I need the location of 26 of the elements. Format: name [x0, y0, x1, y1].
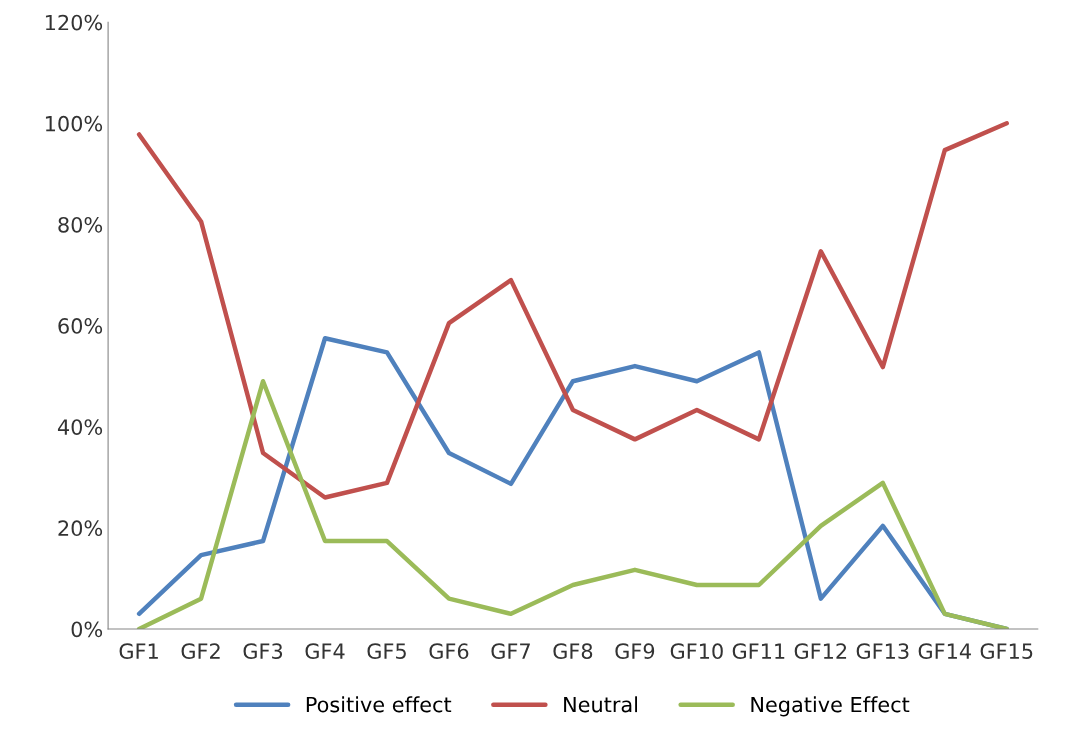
x-tick-label: GF1	[119, 643, 158, 660]
x-tick-label: GF3	[243, 643, 283, 660]
x-tick-label: GF15	[980, 643, 1033, 660]
legend-label: Negative Effect	[751, 696, 910, 717]
x-tick-label: GF8	[553, 643, 593, 660]
x-tick-label: GF6	[429, 643, 469, 660]
x-tick-label: GF11	[732, 643, 785, 660]
x-tick-label: GF12	[794, 643, 847, 660]
y-tick-label: 0%	[71, 621, 103, 638]
x-tick-label: GF4	[305, 643, 345, 660]
x-tick-label: GF13	[856, 643, 909, 660]
y-tick-label: 80%	[58, 216, 103, 233]
line-series	[136, 121, 1009, 500]
x-tick-label: GF5	[367, 643, 406, 660]
legend-label: Positive effect	[306, 696, 452, 713]
x-tick-label: GF7	[491, 643, 530, 660]
x-tick-label: GF14	[918, 643, 971, 660]
x-tick-label: GF10	[670, 643, 723, 660]
x-tick-label: GF9	[615, 643, 655, 660]
x-tick-label: GF2	[181, 643, 220, 660]
y-tick-label: 60%	[58, 318, 103, 334]
y-tick-label: 20%	[58, 520, 103, 537]
y-tick-label: 120%	[45, 14, 103, 31]
legend-label: Neutral	[564, 696, 638, 713]
y-tick-label: 40%	[57, 419, 103, 435]
y-tick-label: 100%	[45, 115, 103, 132]
